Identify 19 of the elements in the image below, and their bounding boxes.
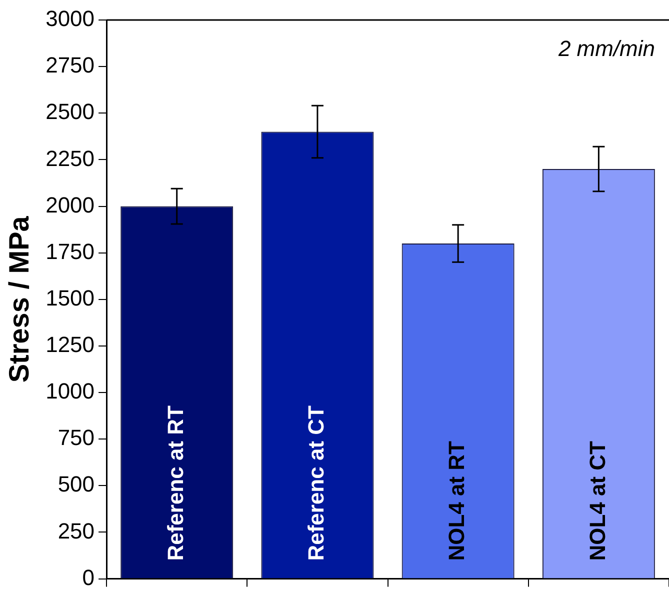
y-tick-label: 2750 (46, 52, 95, 78)
y-tick-label: 750 (58, 425, 95, 450)
y-tick-label: 1250 (46, 332, 95, 358)
y-tick-label: 1750 (46, 238, 95, 264)
x-tick-label: Referenc at CT (304, 404, 329, 561)
y-tick-label: 250 (58, 518, 95, 544)
y-tick-label: 500 (58, 472, 95, 497)
y-tick-label: 2500 (46, 99, 95, 124)
y-tick-label: 2000 (46, 192, 95, 218)
annotation: 2 mm/min (557, 36, 655, 62)
y-tick-label: 1500 (46, 285, 95, 310)
y-tick-label: 2250 (46, 146, 95, 171)
y-axis-title: Stress / MPa (4, 216, 35, 383)
x-tick-label: NOL4 at RT (444, 440, 470, 561)
y-tick-label: 0 (82, 564, 95, 590)
x-tick-label: Referenc at RT (162, 404, 188, 561)
y-tick-label: 1000 (46, 378, 95, 404)
x-tick-label: NOL4 at CT (584, 440, 610, 561)
y-tick-label: 3000 (46, 6, 95, 32)
